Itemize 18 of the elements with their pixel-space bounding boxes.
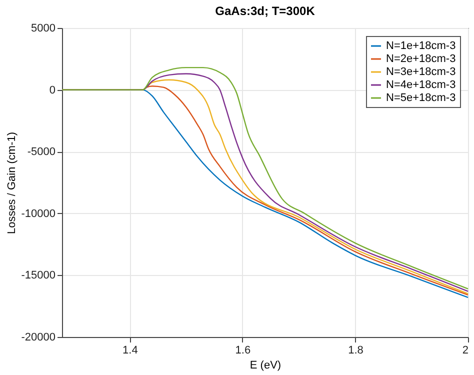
y-tick-label: -5000 — [27, 146, 56, 158]
legend-label: N=3e+18cm-3 — [386, 66, 456, 78]
legend-label: N=2e+18cm-3 — [386, 53, 456, 65]
x-tick-label: 1.6 — [235, 344, 251, 356]
y-tick-label: -15000 — [21, 270, 56, 282]
x-tick-label: 1.4 — [122, 344, 138, 356]
y-tick-label: -10000 — [21, 208, 56, 220]
legend-label: N=5e+18cm-3 — [386, 92, 456, 104]
y-tick-label: -20000 — [21, 332, 56, 344]
y-axis-title: Losses / Gain (cm-1) — [6, 132, 18, 234]
y-tick-label: 0 — [49, 84, 56, 96]
legend-label: N=1e+18cm-3 — [386, 40, 456, 52]
x-tick-label: 1.8 — [348, 344, 364, 356]
chart-title: GaAs:3d; T=300K — [215, 4, 316, 18]
x-tick-label: 2 — [462, 344, 468, 356]
x-axis-title: E (eV) — [250, 360, 282, 372]
y-tick-label: 5000 — [31, 22, 56, 34]
legend-label: N=4e+18cm-3 — [386, 79, 456, 91]
